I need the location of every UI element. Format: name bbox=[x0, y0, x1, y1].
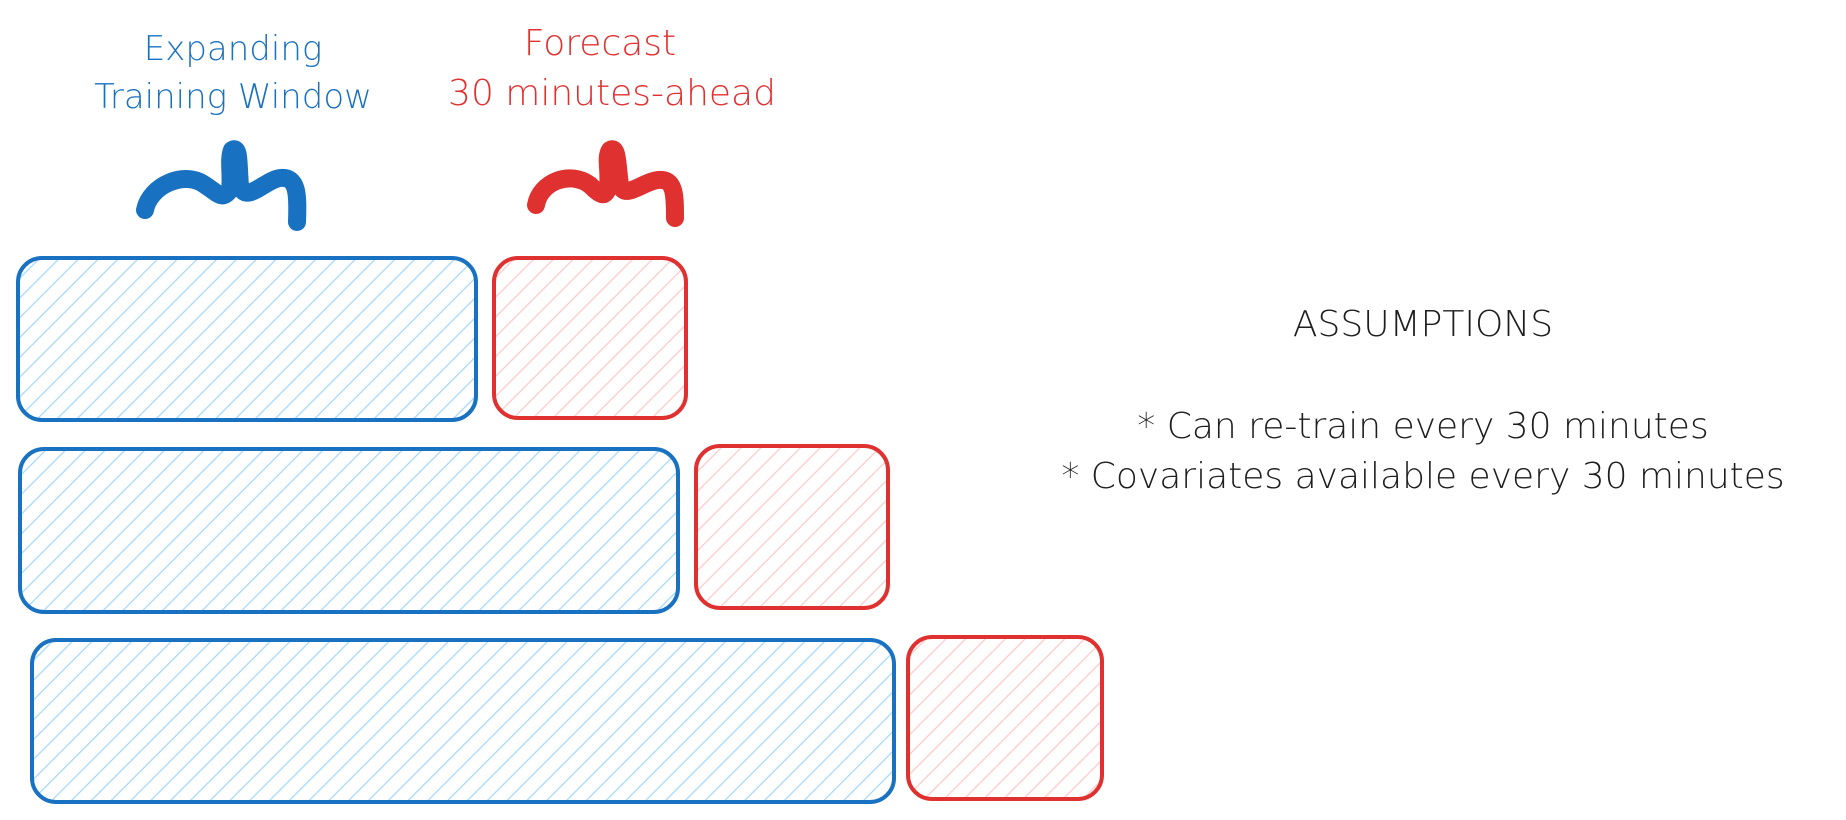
assumption-item-2: * Covariates available every 30 minutes bbox=[1061, 456, 1784, 497]
training-window-label-line1: Expanding bbox=[144, 29, 323, 69]
forecast-window-row-2 bbox=[694, 444, 890, 610]
brace-squiggle-red-icon bbox=[527, 140, 684, 227]
forecast-label-line2: 30 minutes-ahead bbox=[448, 73, 776, 114]
assumption-item-1: * Can re-train every 30 minutes bbox=[1137, 406, 1708, 447]
forecast-window-row-3 bbox=[906, 635, 1104, 801]
forecast-window-row-1 bbox=[492, 256, 688, 420]
forecast-label-line1: Forecast bbox=[524, 23, 676, 64]
brace-squiggle-blue-icon bbox=[136, 140, 307, 231]
training-window-label-line2: Training Window bbox=[94, 77, 372, 117]
training-window-row-2 bbox=[18, 447, 680, 614]
training-window-row-1 bbox=[16, 256, 478, 422]
assumptions-title: ASSUMPTIONS bbox=[1293, 304, 1553, 345]
training-window-row-3 bbox=[30, 638, 896, 804]
